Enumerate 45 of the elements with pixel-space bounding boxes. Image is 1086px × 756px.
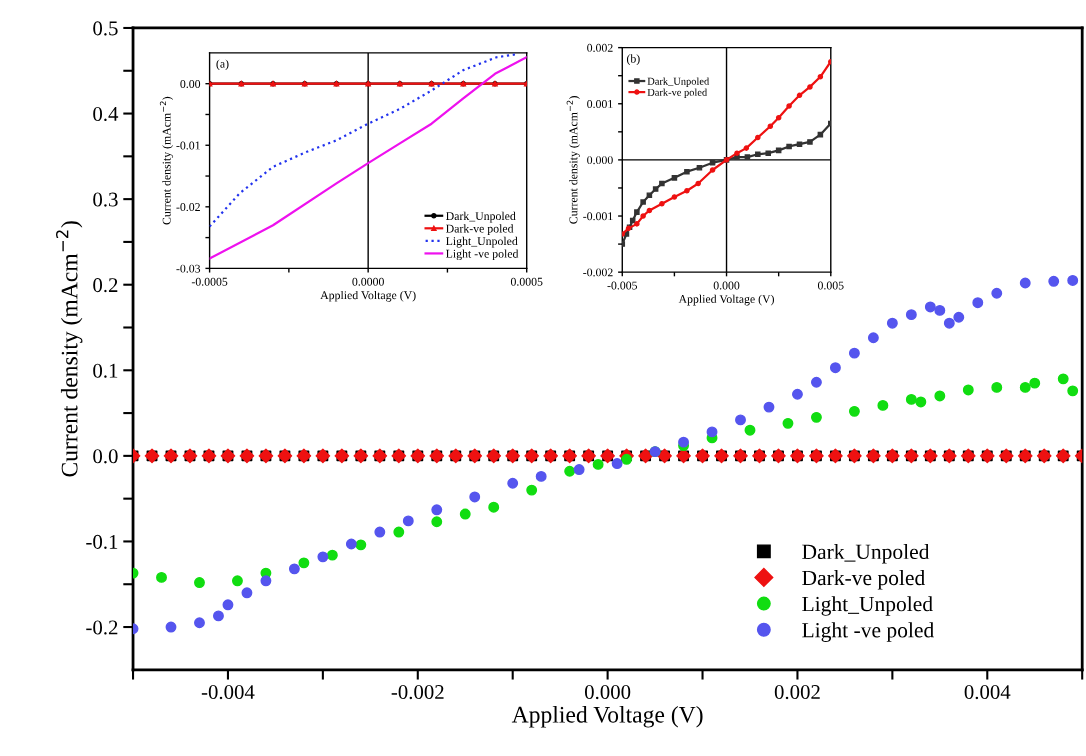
y-tick-label: 0.5: [93, 21, 118, 36]
y-tick-label: -0.01: [176, 141, 200, 150]
x-tick-label: -0.004: [201, 685, 255, 700]
annotation: (a): [216, 59, 229, 71]
x-axis-title: Applied Voltage (V): [320, 290, 416, 302]
annotation: (b): [626, 54, 640, 66]
x-tick-label: -0.0005: [191, 277, 228, 286]
x-tick-label: 0.000: [713, 281, 740, 290]
y-tick-label: 0.001: [587, 100, 613, 109]
y-axis-title: Current density (mAcm$^{−2}$): [159, 96, 174, 225]
y-tick-label: -0.2: [86, 620, 118, 635]
y-tick-label: 0.1: [93, 363, 118, 378]
x-tick-label: 0.005: [817, 281, 844, 290]
y-tick-label: -0.001: [583, 212, 613, 221]
legend-label: Dark_Unpoled: [802, 543, 930, 564]
x-tick-label: 0.0000: [352, 277, 384, 286]
y-tick-label: 0.2: [93, 278, 118, 293]
x-tick-label: 0.004: [964, 685, 1011, 700]
legend-label: Dark_Unpoled: [647, 77, 710, 87]
legend-label: Dark-ve poled: [802, 570, 925, 590]
legend-label: Dark_Unpoled: [446, 211, 516, 223]
y-tick-label: -0.02: [176, 203, 200, 212]
y-axis-title: Current density (mAcm$^{−2}$): [566, 96, 580, 224]
y-tick-label: 0.0: [93, 449, 118, 464]
x-tick-label: 0.002: [774, 685, 820, 700]
x-tick-label: -0.005: [607, 281, 638, 290]
x-tick-label: -0.002: [391, 685, 444, 700]
legend-label: Dark-ve poled: [647, 88, 708, 98]
x-axis-title: Applied Voltage (V): [678, 294, 774, 306]
y-tick-label: -0.002: [583, 268, 613, 277]
y-tick-label: 0.4: [93, 106, 119, 122]
y-tick-label: -0.1: [86, 534, 118, 549]
y-tick-label: 0.000: [587, 156, 613, 165]
legend-label: Light -ve poled: [802, 622, 934, 642]
y-tick-label: 0.002: [587, 43, 613, 52]
x-axis-title: Applied Voltage (V): [511, 706, 703, 728]
y-tick-label: -0.03: [176, 264, 201, 273]
y-tick-label: 0.00: [180, 79, 201, 88]
legend-label: Light_Unpoled: [446, 236, 518, 248]
legend-label: Light -ve poled: [446, 249, 519, 261]
y-tick-label: 0.3: [93, 192, 118, 207]
x-tick-label: 0.0005: [510, 277, 543, 286]
legend-label: Dark-ve poled: [446, 224, 514, 235]
y-axis-title: Current density (mAcm$^{−2}$): [56, 221, 83, 477]
legend-label: Light_Unpoled: [802, 596, 933, 616]
